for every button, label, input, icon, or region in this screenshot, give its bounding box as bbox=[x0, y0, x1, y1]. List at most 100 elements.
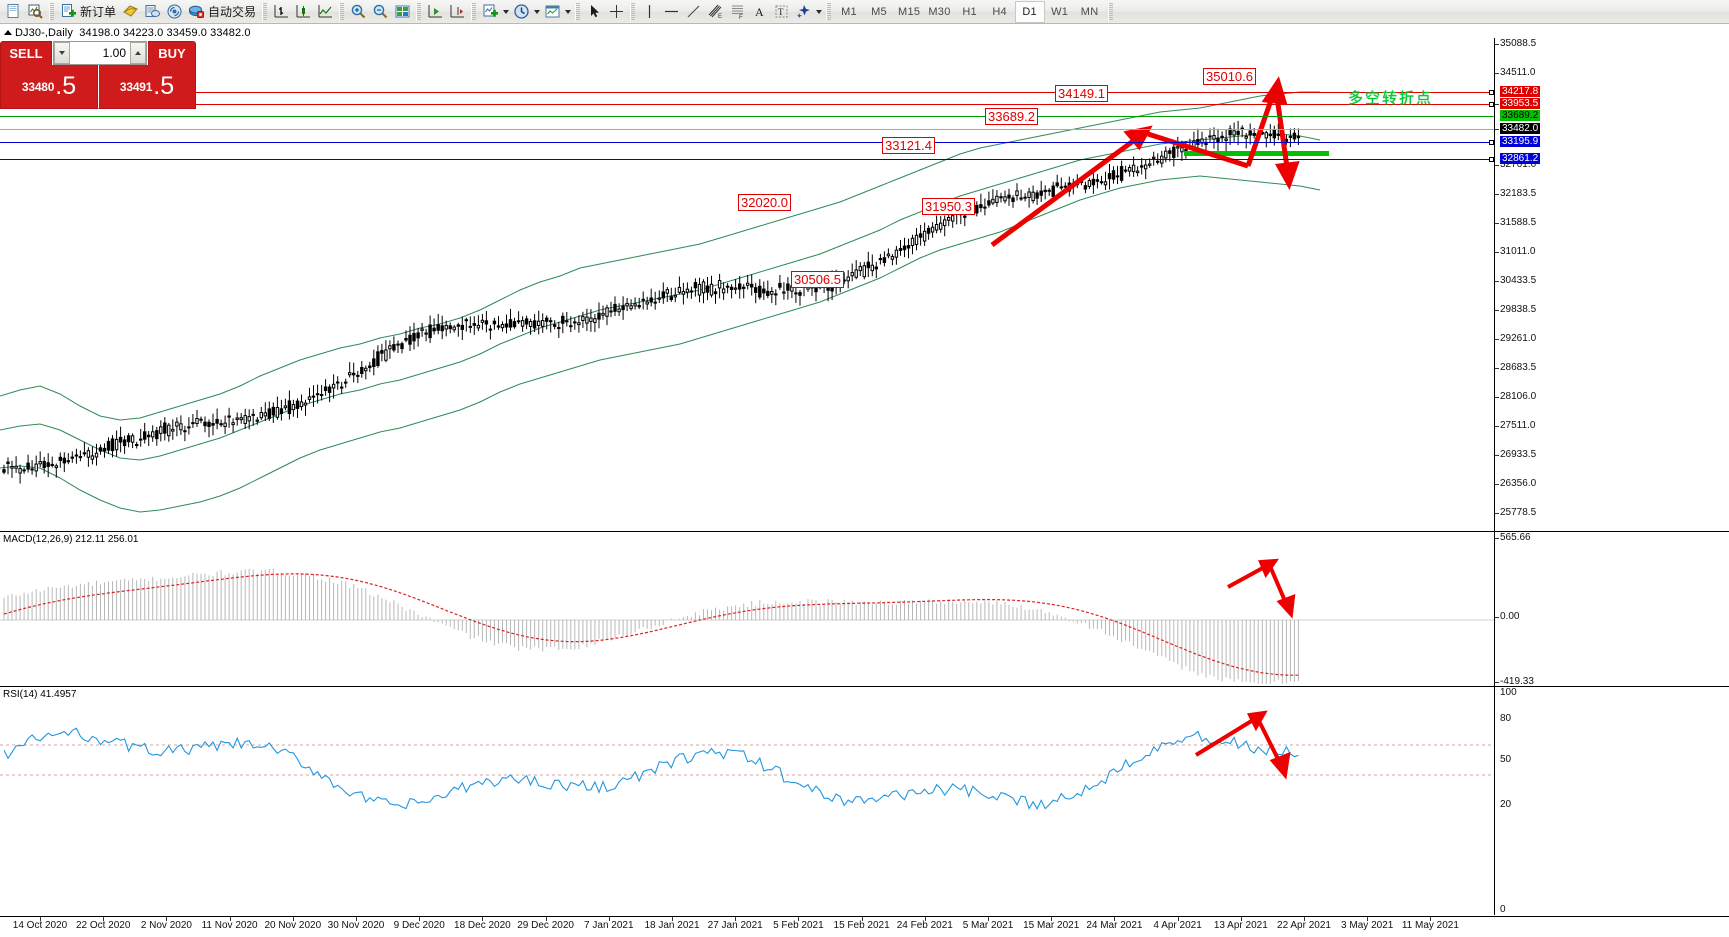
hline-handle-32861[interactable] bbox=[1489, 157, 1494, 162]
arrows-icon[interactable] bbox=[792, 1, 814, 23]
text-label-icon[interactable]: T bbox=[770, 1, 792, 23]
time-axis-tick bbox=[924, 917, 926, 921]
pricebox-33121[interactable]: 33121.4 bbox=[882, 137, 935, 154]
price-axis-label: 28683.5 bbox=[1500, 362, 1537, 373]
hline-32861[interactable] bbox=[0, 159, 1494, 160]
hline-33195[interactable] bbox=[0, 142, 1494, 143]
deals-icon[interactable] bbox=[119, 1, 141, 23]
horizontal-line-icon[interactable] bbox=[660, 1, 682, 23]
auto-scroll-icon[interactable] bbox=[446, 1, 468, 23]
buy-button[interactable]: BUY bbox=[148, 41, 196, 65]
crosshair-icon[interactable] bbox=[605, 1, 627, 23]
rsi-axis-label: 0 bbox=[1500, 904, 1506, 915]
price-axis-tick bbox=[1495, 223, 1499, 224]
macd-axis-tick bbox=[1495, 538, 1499, 539]
auto-trading-icon[interactable] bbox=[185, 1, 207, 23]
rsi-pane[interactable] bbox=[0, 686, 1729, 915]
timeframe-m15[interactable]: M15 bbox=[898, 5, 921, 18]
axis-tag-33195[interactable]: 33195.9 bbox=[1500, 136, 1541, 147]
pricebox-32020[interactable]: 32020.0 bbox=[738, 194, 791, 211]
macd-axis-label: 565.66 bbox=[1500, 532, 1531, 543]
volume-stepper[interactable]: 1.00 bbox=[53, 41, 147, 65]
hline-33482-current[interactable] bbox=[0, 129, 1494, 130]
timeframe-d1[interactable]: D1 bbox=[1014, 0, 1045, 23]
period-clock-icon[interactable] bbox=[510, 1, 532, 23]
hline-33953[interactable] bbox=[0, 104, 1494, 105]
zoom-in-icon[interactable] bbox=[347, 1, 369, 23]
timeframe-m30[interactable]: M30 bbox=[928, 5, 951, 18]
timeframe-m5[interactable]: M5 bbox=[871, 5, 887, 18]
time-axis-label: 15 Feb 2021 bbox=[833, 920, 890, 931]
pricebox-30506[interactable]: 30506.5 bbox=[791, 271, 844, 288]
time-axis[interactable]: 14 Oct 2020 22 Oct 2020 2 Nov 2020 11 Nov 2… bbox=[0, 916, 1729, 937]
bar-chart-icon[interactable] bbox=[270, 1, 292, 23]
time-axis-label: 9 Dec 2020 bbox=[393, 920, 445, 931]
volume-input[interactable]: 1.00 bbox=[70, 42, 130, 64]
svg-text:F: F bbox=[739, 15, 743, 20]
volume-decrease-button[interactable] bbox=[54, 42, 70, 64]
candlestick-chart-icon[interactable] bbox=[292, 1, 314, 23]
sell-button[interactable]: SELL bbox=[0, 41, 52, 65]
hline-33689[interactable] bbox=[0, 116, 1494, 117]
axis-tag-32861[interactable]: 32861.2 bbox=[1500, 153, 1541, 164]
time-axis-tick bbox=[735, 917, 737, 921]
period-dropdown-caret[interactable] bbox=[532, 1, 541, 23]
chart-grid-icon[interactable] bbox=[391, 1, 413, 23]
indicator-dropdown-caret[interactable] bbox=[501, 1, 510, 23]
macd-pane[interactable] bbox=[0, 531, 1729, 684]
new-chart-icon[interactable] bbox=[2, 1, 24, 23]
pricebox-34149[interactable]: 34149.1 bbox=[1055, 85, 1108, 102]
collapse-triangle-icon[interactable] bbox=[4, 30, 12, 35]
auto-trade-label[interactable]: 自动交易 bbox=[208, 4, 257, 19]
timeframe-h4[interactable]: H4 bbox=[992, 5, 1007, 18]
equidistant-channel-icon[interactable]: E bbox=[704, 1, 726, 23]
timeframe-w1[interactable]: W1 bbox=[1051, 5, 1069, 18]
vertical-line-icon[interactable] bbox=[638, 1, 660, 23]
timeframe-h1[interactable]: H1 bbox=[962, 5, 977, 18]
hline-handle-33953[interactable] bbox=[1489, 102, 1494, 107]
sell-price-display[interactable]: 33480.5 bbox=[0, 65, 98, 109]
terminal-icon[interactable] bbox=[141, 1, 163, 23]
chart-search-icon[interactable] bbox=[24, 1, 46, 23]
objects-dropdown-caret[interactable] bbox=[814, 1, 823, 23]
add-indicator-icon[interactable] bbox=[479, 1, 501, 23]
time-axis-label: 18 Jan 2021 bbox=[644, 920, 700, 931]
hline-handle-33195[interactable] bbox=[1489, 140, 1494, 145]
trendline-icon[interactable] bbox=[682, 1, 704, 23]
pricebox-31950[interactable]: 31950.3 bbox=[922, 198, 975, 215]
template-icon[interactable] bbox=[541, 1, 563, 23]
price-axis-label: 26933.5 bbox=[1500, 449, 1537, 460]
cursor-icon[interactable] bbox=[583, 1, 605, 23]
price-axis-tick bbox=[1495, 129, 1499, 130]
buy-price-display[interactable]: 33491.5 bbox=[98, 65, 196, 109]
template-dropdown-caret[interactable] bbox=[563, 1, 572, 23]
axis-tag-34217[interactable]: 34217.8 bbox=[1500, 86, 1541, 97]
one-click-trading-panel[interactable]: SELL 1.00 BUY 33480.5 33491.5 bbox=[0, 41, 196, 109]
price-axis-label: 35088.5 bbox=[1500, 38, 1537, 49]
price-axis-label: 31588.5 bbox=[1500, 217, 1537, 228]
price-axis-tick bbox=[1495, 484, 1499, 485]
axis-tag-33953[interactable]: 33953.5 bbox=[1500, 98, 1541, 109]
time-axis-label: 13 Apr 2021 bbox=[1213, 920, 1268, 931]
signals-icon[interactable] bbox=[163, 1, 185, 23]
shift-chart-icon[interactable] bbox=[424, 1, 446, 23]
rsi-axis-label: 20 bbox=[1500, 799, 1512, 810]
fibonacci-icon[interactable]: F bbox=[726, 1, 748, 23]
hline-34217[interactable] bbox=[0, 92, 1494, 93]
price-axis-tick bbox=[1495, 252, 1499, 253]
zoom-out-icon[interactable] bbox=[369, 1, 391, 23]
new-order-label[interactable]: 新订单 bbox=[80, 4, 117, 19]
hline-handle-34217[interactable] bbox=[1489, 90, 1494, 95]
axis-tag-33482-current[interactable]: 33482.0 bbox=[1500, 123, 1541, 134]
price-axis-label: 25778.5 bbox=[1500, 507, 1537, 518]
pricebox-35010[interactable]: 35010.6 bbox=[1203, 68, 1256, 85]
axis-tag-33689[interactable]: 33689.2 bbox=[1500, 110, 1541, 121]
timeframe-mn[interactable]: MN bbox=[1080, 5, 1099, 18]
pricebox-33689[interactable]: 33689.2 bbox=[985, 108, 1038, 125]
main-chart-pane[interactable] bbox=[0, 38, 1729, 530]
timeframe-m1[interactable]: M1 bbox=[841, 5, 857, 18]
volume-increase-button[interactable] bbox=[130, 42, 146, 64]
new-order-icon[interactable] bbox=[57, 1, 79, 23]
text-icon[interactable]: A bbox=[748, 1, 770, 23]
line-chart-icon[interactable] bbox=[314, 1, 336, 23]
